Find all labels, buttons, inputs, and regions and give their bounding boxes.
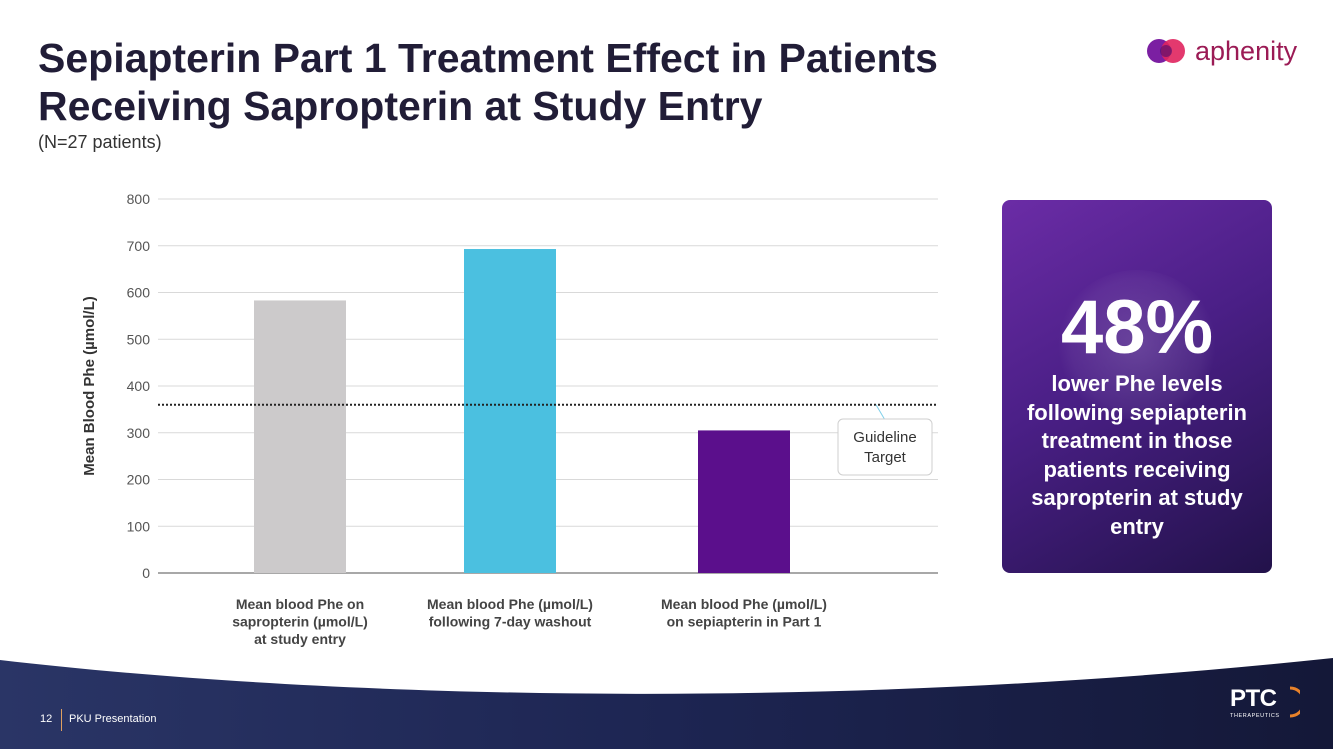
y-tick-label: 200	[127, 472, 151, 488]
footer-divider	[61, 709, 62, 731]
y-tick-label: 500	[127, 331, 151, 347]
ptc-logo-subtext: THERAPEUTICS	[1230, 713, 1280, 719]
bar	[464, 249, 556, 573]
bar	[254, 300, 346, 573]
page-number: 12	[40, 713, 53, 725]
x-category-label: Mean blood Phe on	[236, 596, 364, 612]
callout-percent: 48%	[1060, 285, 1214, 370]
y-axis-label: Mean Blood Phe (µmol/L)	[81, 296, 98, 475]
y-tick-label: 800	[127, 191, 151, 207]
bar-chart: 0 100 200 300 400 500 600 700 800 Mean Blood Phe …	[81, 191, 938, 647]
callout-text: lower Phe levels following sepiapterin t…	[1026, 371, 1247, 539]
stat-callout: 48% lower Phe levels following sepiapter…	[1002, 200, 1272, 573]
slide-subtitle: (N=27 patients)	[38, 132, 162, 152]
callout-connector	[875, 404, 886, 421]
guideline-callout-label: Guideline	[853, 429, 916, 446]
y-tick-label: 600	[127, 285, 151, 301]
guideline-callout-label: Target	[864, 449, 907, 466]
y-tick-label: 0	[142, 565, 150, 581]
footer-wave	[0, 658, 1333, 749]
x-category-label: following 7-day washout	[429, 614, 592, 630]
x-category-label: Mean blood Phe (µmol/L)	[661, 596, 827, 612]
ptc-arc-icon	[1289, 686, 1300, 718]
ptc-logo: PTC THERAPEUTICS	[1230, 685, 1300, 720]
x-category-label: at study entry	[254, 631, 346, 647]
callout-glow	[1057, 270, 1217, 420]
y-tick-label: 300	[127, 425, 151, 441]
x-category-label: sapropterin (µmol/L)	[232, 614, 368, 630]
y-tick-label: 400	[127, 378, 151, 394]
x-category-label: Mean blood Phe (µmol/L)	[427, 596, 593, 612]
y-tick-label: 100	[127, 518, 151, 534]
footer-label: PKU Presentation	[69, 713, 157, 725]
aphenity-mark-icon	[1147, 39, 1185, 63]
y-tick-label: 700	[127, 238, 151, 254]
x-category-label: on sepiapterin in Part 1	[667, 614, 822, 630]
ptc-logo-text: PTC	[1230, 685, 1277, 712]
brand-name: aphenity	[1195, 36, 1298, 66]
guideline-callout-box	[837, 418, 933, 476]
slide-title: Sepiapterin Part 1 Treatment Effect in P…	[38, 35, 938, 129]
bar	[698, 430, 790, 573]
aphenity-logo: aphenity	[1145, 34, 1297, 68]
